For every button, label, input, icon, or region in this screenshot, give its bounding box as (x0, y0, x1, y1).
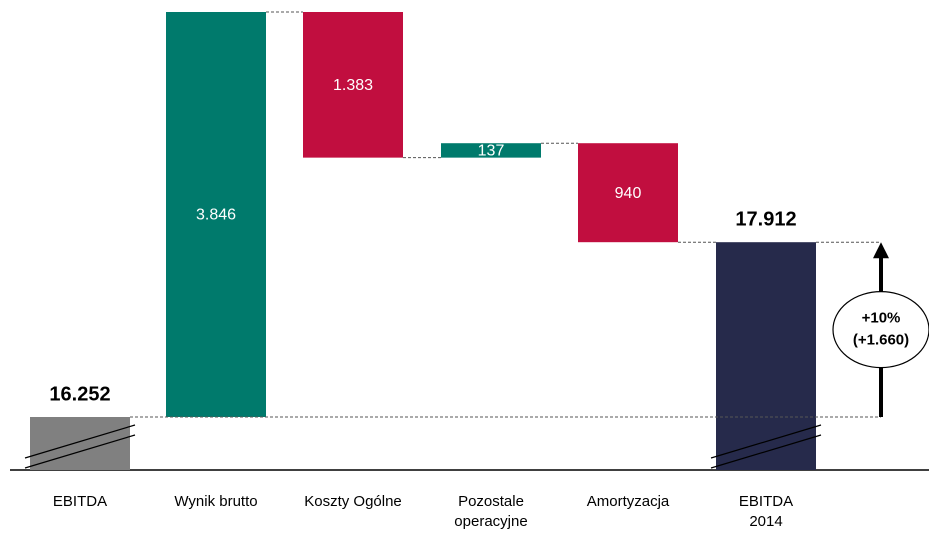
value-label: 940 (615, 185, 642, 202)
break-mark (24, 434, 136, 469)
annotation-ellipse (832, 291, 929, 369)
break-mark (710, 424, 822, 459)
break-mark (710, 434, 822, 469)
value-label: 137 (478, 143, 505, 160)
category-label: EBITDA (52, 493, 108, 510)
category-label: EBITDA 2014 (738, 493, 794, 530)
bar (578, 143, 678, 243)
category-label: Koszty Ogólne (304, 493, 402, 510)
annotation-text: +10% (862, 310, 901, 327)
bar (441, 143, 541, 158)
break-mark (24, 424, 136, 459)
annotation-text: (+1.660) (853, 332, 909, 349)
bar (166, 12, 266, 417)
total-label: 17.912 (735, 208, 796, 230)
category-label: Amortyzacja (586, 493, 670, 510)
bar (303, 12, 403, 158)
category-label: Wynik brutto (174, 493, 258, 510)
arrow-head (873, 242, 889, 259)
category-label: Pozostale operacyjne (454, 493, 528, 530)
value-label: 3.846 (196, 207, 236, 224)
total-label: 16.252 (49, 383, 110, 405)
bar (716, 242, 816, 470)
value-label: 1.383 (333, 77, 373, 94)
